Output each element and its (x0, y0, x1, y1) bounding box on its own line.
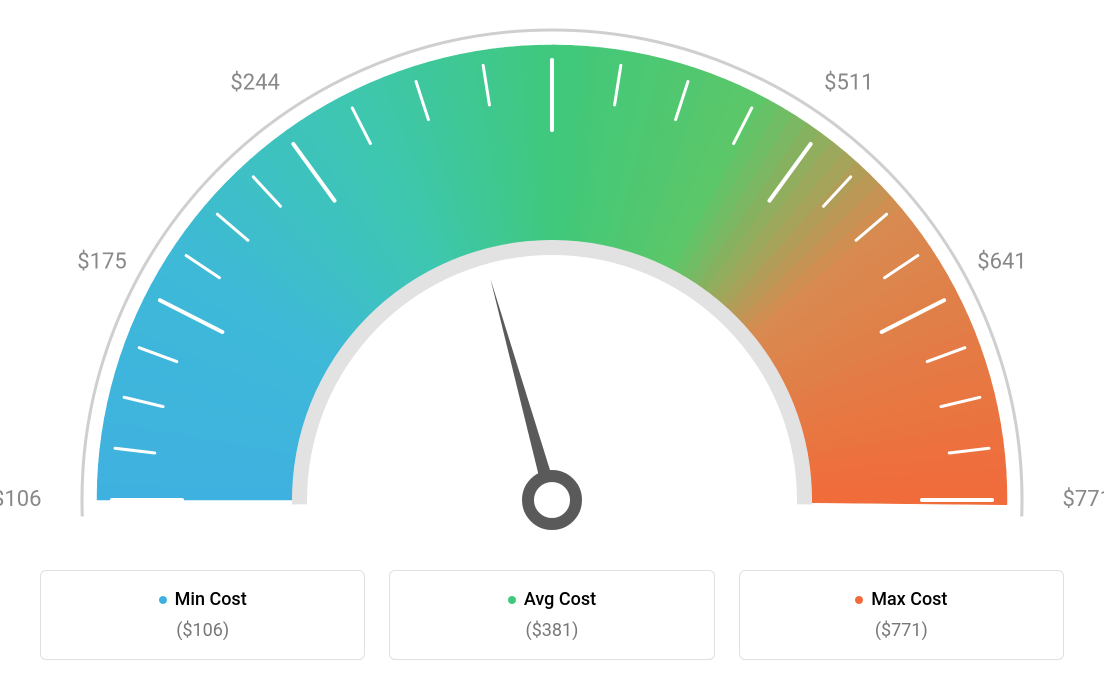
legend-card-avg: Avg Cost ($381) (389, 570, 714, 661)
gauge-scale-label: $106 (0, 487, 41, 512)
legend-title-min: Min Cost (159, 589, 247, 610)
legend-value-max: ($771) (752, 620, 1051, 641)
legend-card-max: Max Cost ($771) (739, 570, 1064, 661)
legend-value-min: ($106) (53, 620, 352, 641)
gauge-chart: $106$175$244$381$511$641$771 (0, 20, 1104, 560)
gauge-hub (528, 476, 576, 524)
gauge-svg: $106$175$244$381$511$641$771 (0, 20, 1104, 560)
legend-dot-max (855, 596, 863, 604)
legend-label-max: Max Cost (871, 589, 947, 610)
gauge-scale-label: $641 (977, 250, 1026, 275)
gauge-needle (490, 278, 558, 501)
legend-value-avg: ($381) (402, 620, 701, 641)
legend-title-avg: Avg Cost (508, 589, 596, 610)
legend-label-min: Min Cost (175, 589, 247, 610)
legend-title-max: Max Cost (855, 589, 947, 610)
gauge-scale-label: $244 (230, 70, 279, 95)
gauge-scale-label: $511 (824, 70, 873, 95)
legend-dot-avg (508, 596, 516, 604)
gauge-scale-label: $175 (77, 250, 126, 275)
legend-label-avg: Avg Cost (524, 589, 596, 610)
gauge-scale-label: $771 (1063, 487, 1104, 512)
legend-card-min: Min Cost ($106) (40, 570, 365, 661)
legend-dot-min (159, 596, 167, 604)
legend-row: Min Cost ($106) Avg Cost ($381) Max Cost… (40, 570, 1064, 661)
